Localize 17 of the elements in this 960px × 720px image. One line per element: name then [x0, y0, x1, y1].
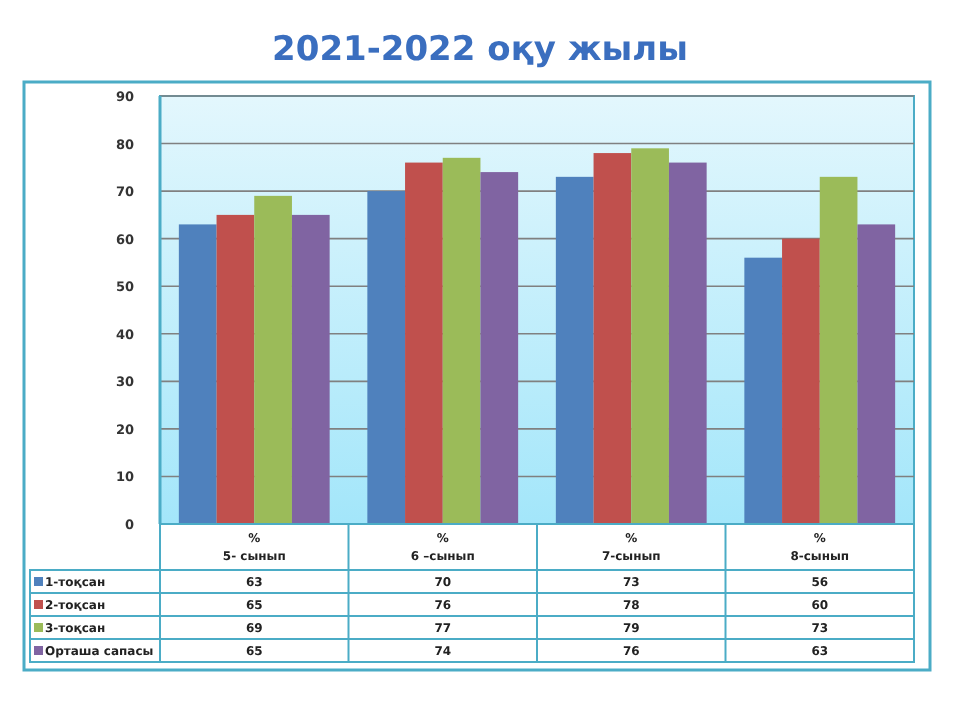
bar [668, 162, 707, 524]
bar [405, 162, 443, 524]
bar [442, 157, 481, 524]
bar [216, 214, 255, 524]
bar [631, 148, 669, 524]
bar [782, 238, 820, 524]
bar [178, 224, 217, 524]
bar [744, 257, 783, 524]
bar [819, 176, 858, 524]
bar [254, 195, 292, 524]
bar [291, 214, 330, 524]
bar [555, 176, 594, 524]
bar [593, 153, 632, 524]
bar [857, 224, 896, 524]
bar [367, 191, 406, 524]
chart-title: 2021-2022 оқу жылы [272, 30, 688, 70]
bar [480, 172, 519, 524]
